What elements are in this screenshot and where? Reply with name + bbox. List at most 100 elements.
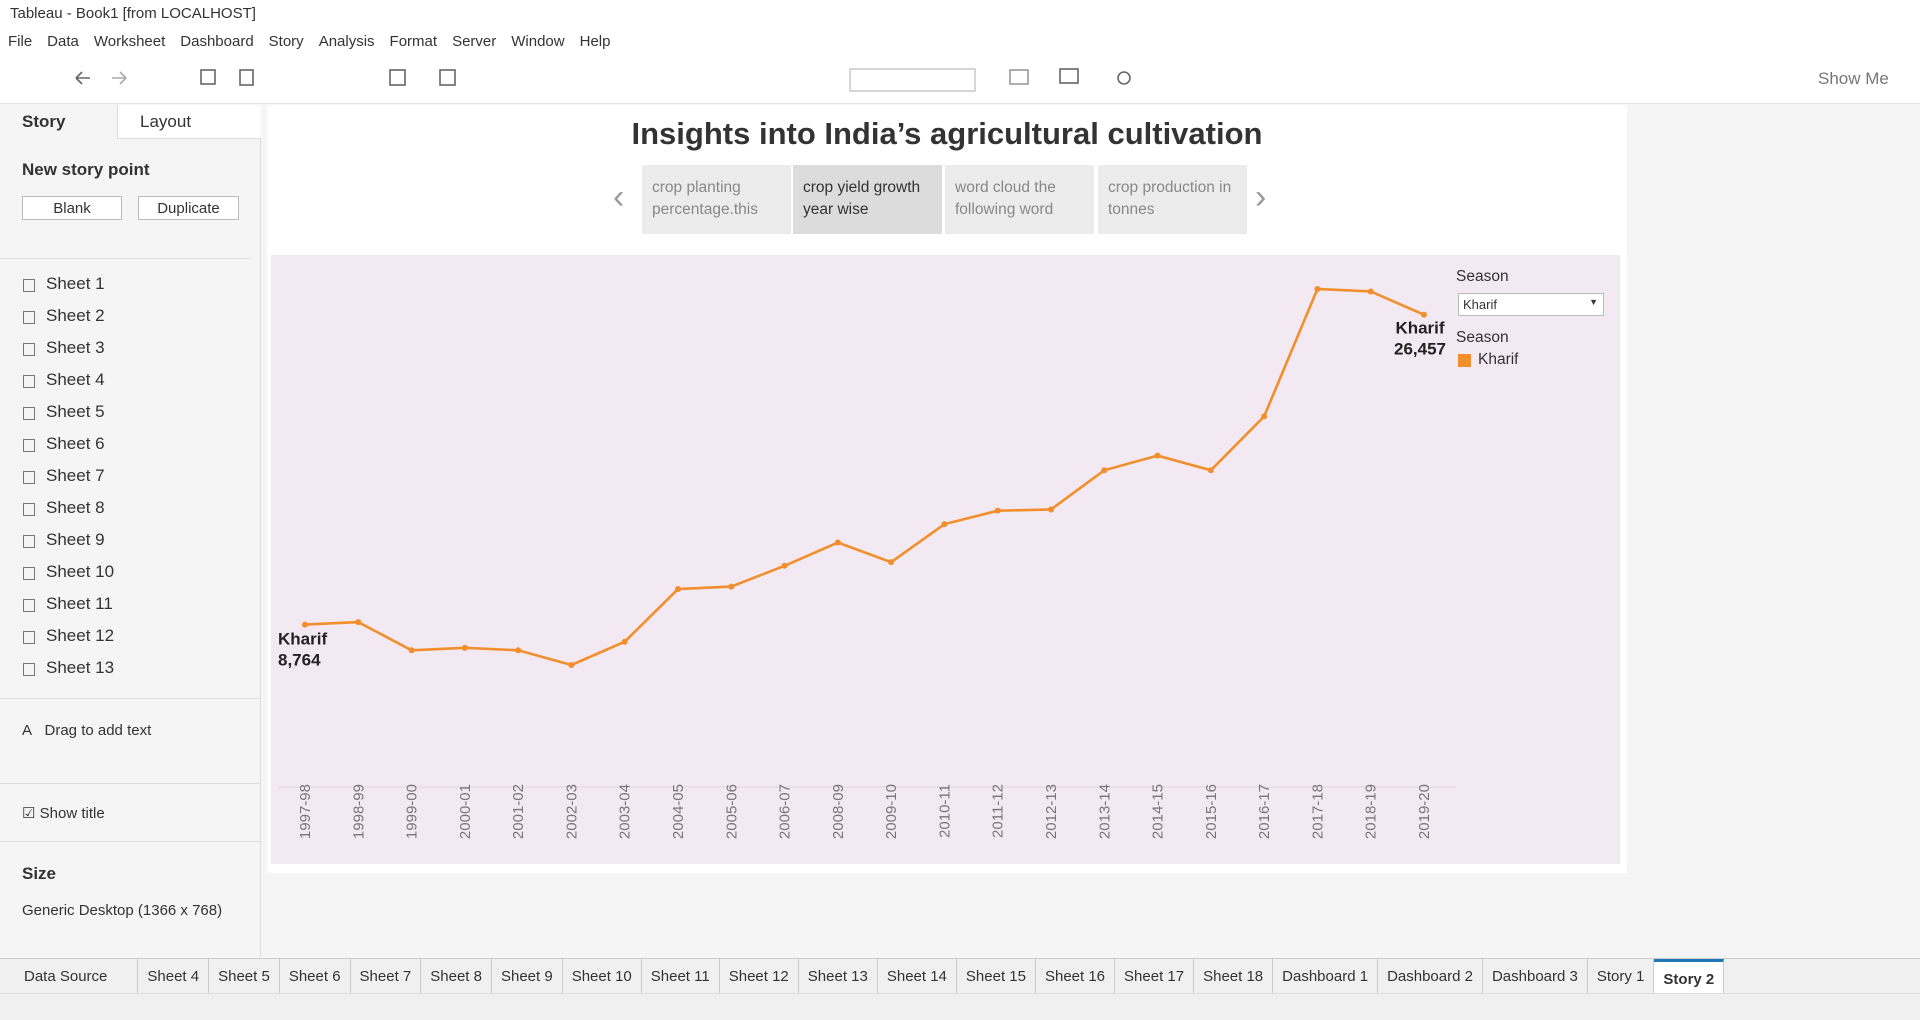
data-point bbox=[888, 559, 895, 566]
new-story-point-heading: New story point bbox=[22, 160, 150, 179]
x-tick-label: 2013-14 bbox=[1096, 784, 1113, 839]
sheet-tab[interactable]: Sheet 12 bbox=[720, 959, 799, 993]
sheet-tab[interactable]: Data Source bbox=[0, 959, 139, 993]
sheet-item[interactable]: Sheet 12 bbox=[0, 621, 250, 653]
text-object[interactable]: A Drag to add text bbox=[0, 698, 261, 739]
story-point[interactable]: crop planting percentage.this bbox=[642, 165, 791, 234]
menu-item[interactable]: File bbox=[8, 33, 33, 50]
story-title: Insights into India’s agricultural culti… bbox=[631, 116, 1263, 151]
sheet-item[interactable]: Sheet 10 bbox=[0, 557, 250, 589]
data-point bbox=[408, 647, 415, 654]
sheet-item[interactable]: Sheet 1 bbox=[0, 269, 250, 301]
x-tick-label: 1998-99 bbox=[350, 784, 367, 839]
menu-item[interactable]: Server bbox=[452, 33, 497, 50]
data-label: 26,457 bbox=[1394, 340, 1446, 359]
data-point bbox=[1314, 286, 1321, 292]
sheet-tab[interactable]: Sheet 9 bbox=[492, 959, 563, 993]
sheet-tab[interactable]: Sheet 8 bbox=[421, 959, 492, 993]
menu-item[interactable]: Analysis bbox=[318, 33, 375, 50]
sheet-tab[interactable]: Sheet 18 bbox=[1194, 959, 1274, 993]
sheet-tab[interactable]: Sheet 6 bbox=[280, 959, 351, 993]
menu-item[interactable]: Data bbox=[47, 33, 79, 50]
sheet-tab[interactable]: Sheet 7 bbox=[351, 959, 422, 993]
sheet-item[interactable]: Sheet 6 bbox=[0, 429, 250, 461]
menu-item[interactable]: Worksheet bbox=[93, 33, 166, 50]
x-tick-label: 2019-20 bbox=[1416, 784, 1433, 839]
season-filter[interactable]: Kharif ▼ bbox=[1458, 293, 1604, 316]
chart: 1997-98 1998-99 1999-00 2000-01 2001-02 2002-… bbox=[271, 255, 1620, 864]
story-point[interactable]: crop production in tonnes bbox=[1098, 165, 1247, 234]
sheet-item[interactable]: Sheet 7 bbox=[0, 461, 250, 493]
sheet-item[interactable]: Sheet 8 bbox=[0, 493, 250, 525]
sheet-item[interactable]: Sheet 5 bbox=[0, 397, 250, 429]
data-point bbox=[1048, 506, 1054, 513]
menu-item[interactable]: Help bbox=[579, 33, 611, 50]
sheet-item[interactable]: Sheet 13 bbox=[0, 653, 250, 685]
x-tick-label: 2016-17 bbox=[1256, 784, 1273, 839]
sheet-tab[interactable]: Sheet 14 bbox=[878, 959, 957, 993]
menu-item[interactable]: Dashboard bbox=[180, 33, 254, 50]
sheet-item[interactable]: Sheet 2 bbox=[0, 301, 250, 333]
x-tick-label: 2009-10 bbox=[883, 784, 900, 839]
status-bar bbox=[0, 993, 1920, 1020]
legend-swatch bbox=[1458, 354, 1471, 367]
x-tick-label: 2006-07 bbox=[777, 784, 794, 839]
sheet-item[interactable]: Sheet 3 bbox=[0, 333, 250, 365]
story-tab[interactable]: Story bbox=[0, 105, 117, 139]
data-point bbox=[728, 583, 735, 590]
size-heading: Size bbox=[0, 841, 261, 884]
sheet-tab[interactable]: Sheet 15 bbox=[957, 959, 1036, 993]
x-tick-label: 2010-11 bbox=[936, 784, 953, 838]
data-point bbox=[1421, 311, 1427, 318]
data-point bbox=[1154, 452, 1161, 459]
menu-item[interactable]: Format bbox=[389, 33, 438, 50]
sheet-tab[interactable]: Story 2 bbox=[1654, 959, 1725, 993]
legend-title: Season bbox=[1456, 329, 1509, 346]
menu-item[interactable]: Window bbox=[511, 33, 565, 50]
data-point bbox=[461, 644, 468, 651]
sheet-item[interactable]: Sheet 9 bbox=[0, 525, 250, 557]
layout-tab[interactable]: Layout bbox=[117, 105, 261, 139]
filter-title: Season bbox=[1456, 268, 1509, 285]
story-point[interactable]: word cloud the following word bbox=[945, 165, 1094, 234]
x-tick-label: 1997-98 bbox=[297, 784, 314, 839]
toolbar-icons bbox=[75, 68, 1131, 92]
data-point bbox=[1261, 413, 1268, 420]
menu-item[interactable]: Story bbox=[268, 33, 304, 50]
x-tick-label: 2004-05 bbox=[670, 784, 687, 839]
story-point[interactable]: crop yield growth year wise bbox=[793, 165, 942, 234]
x-tick-label: 2000-01 bbox=[457, 784, 474, 839]
size-dropdown[interactable]: Generic Desktop (1366 x 768) bbox=[22, 902, 223, 919]
menu-bar: File Data Worksheet Dashboard Story Analysis F… bbox=[0, 28, 1920, 56]
sheet-tab[interactable]: Dashboard 2 bbox=[1378, 959, 1483, 993]
x-tick-label: 2012-13 bbox=[1043, 784, 1060, 839]
blank-button[interactable]: Blank bbox=[22, 196, 122, 220]
show-title-option[interactable]: ☑ Show title bbox=[0, 783, 261, 822]
x-tick-label: 2008-09 bbox=[830, 784, 847, 839]
sheet-tab[interactable]: Sheet 16 bbox=[1036, 959, 1116, 993]
sheet-tab[interactable]: Story 1 bbox=[1588, 959, 1655, 993]
prev-arrow[interactable]: ‹ bbox=[613, 178, 625, 216]
data-label: 8,764 bbox=[278, 651, 321, 670]
duplicate-button[interactable]: Duplicate bbox=[138, 196, 239, 220]
data-point bbox=[1101, 467, 1108, 474]
x-tick-label: 2003-04 bbox=[617, 784, 634, 839]
sheet-tab[interactable]: Sheet 17 bbox=[1115, 959, 1195, 993]
sheet-tab[interactable]: Dashboard 1 bbox=[1273, 959, 1379, 993]
show-me-button[interactable]: Show Me bbox=[1818, 69, 1889, 88]
toolbar: Show Me bbox=[0, 56, 1920, 104]
sheet-item[interactable]: Sheet 11 bbox=[0, 589, 250, 621]
data-point bbox=[994, 507, 1001, 514]
sheet-item[interactable]: Sheet 4 bbox=[0, 365, 250, 397]
sheet-tab[interactable]: Dashboard 3 bbox=[1483, 959, 1588, 993]
x-tick-label: 1999-00 bbox=[404, 784, 421, 839]
sheet-tab[interactable]: Sheet 4 bbox=[138, 959, 210, 993]
sheet-tab[interactable]: Sheet 13 bbox=[799, 959, 878, 993]
x-tick-label: 2018-19 bbox=[1363, 784, 1380, 839]
sheet-tab[interactable]: Sheet 5 bbox=[209, 959, 280, 993]
sheet-tab[interactable]: Sheet 10 bbox=[563, 959, 642, 993]
x-tick-label: 2001-02 bbox=[510, 784, 527, 839]
sheet-tab[interactable]: Sheet 11 bbox=[642, 959, 720, 993]
next-arrow[interactable]: › bbox=[1255, 178, 1267, 216]
